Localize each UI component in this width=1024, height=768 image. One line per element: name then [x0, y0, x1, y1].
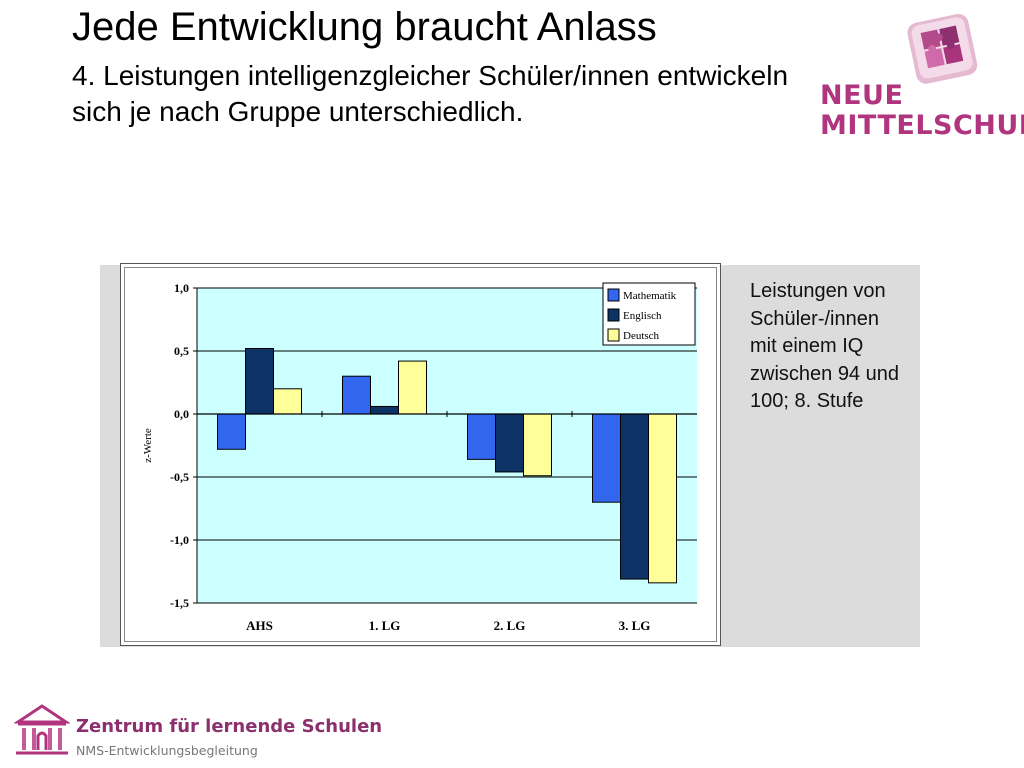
y-tick-label: -1,5 [170, 596, 189, 610]
bar-englisch-1 [370, 405, 399, 415]
x-tick-label: 1. LG [369, 618, 401, 633]
legend-label: Deutsch [623, 330, 660, 342]
bar-deutsch-1 [398, 360, 427, 415]
bar-deutsch-0 [273, 388, 302, 415]
legend-label: Englisch [623, 310, 662, 322]
bar-mathematik-3 [592, 413, 621, 503]
chart-inner-border: 1,0 0,5 0,0 -0,5 -1,0 -1,5 z-Werte AHS 1. LG 2. L… [124, 267, 717, 642]
bar-chart: 1,0 0,5 0,0 -0,5 -1,0 -1,5 z-Werte AHS 1. LG 2. L… [142, 281, 697, 633]
y-tick-label: -0,5 [170, 470, 189, 484]
legend-swatch [607, 308, 620, 322]
chart-frame: 1,0 0,5 0,0 -0,5 -1,0 -1,5 z-Werte AHS 1. LG 2. L… [120, 263, 721, 646]
x-tick-label: 3. LG [619, 618, 651, 633]
chart-caption: Leistungen von Schüler-/innen mit einem … [750, 280, 899, 412]
slide-title: Jede Entwicklung braucht Anlass [72, 5, 657, 49]
y-tick-label: 0,0 [174, 407, 189, 421]
building-columns-icon [14, 704, 70, 755]
bar-mathematik-1 [342, 375, 371, 415]
y-axis-label: z-Werte [142, 428, 154, 463]
bar-deutsch-3 [648, 413, 677, 584]
bar-englisch-3 [620, 413, 649, 580]
bar-deutsch-2 [523, 413, 552, 477]
bar-mathematik-2 [467, 413, 496, 460]
slide-subtitle: 4. Leistungen intelligenzgleicher Schüle… [72, 60, 789, 127]
bar-englisch-0 [245, 347, 274, 415]
x-tick-label: 2. LG [494, 618, 526, 633]
nms-logo-line2: MITTELSCHULE [820, 110, 1024, 141]
y-tick-label: 1,0 [174, 281, 189, 295]
legend-swatch [607, 328, 620, 342]
legend-swatch [607, 288, 620, 302]
y-tick-label: -1,0 [170, 533, 189, 547]
legend-label: Mathematik [623, 290, 677, 302]
footer-subtitle: NMS-Entwicklungsbegleitung [76, 743, 258, 758]
footer-title: Zentrum für lernende Schulen [76, 716, 383, 737]
x-tick-label: AHS [246, 618, 273, 633]
puzzle-icon [907, 13, 978, 84]
bar-mathematik-0 [217, 413, 246, 450]
bar-englisch-2 [495, 413, 524, 473]
y-tick-label: 0,5 [174, 344, 189, 358]
nms-logo-line1: NEUE [820, 80, 904, 111]
